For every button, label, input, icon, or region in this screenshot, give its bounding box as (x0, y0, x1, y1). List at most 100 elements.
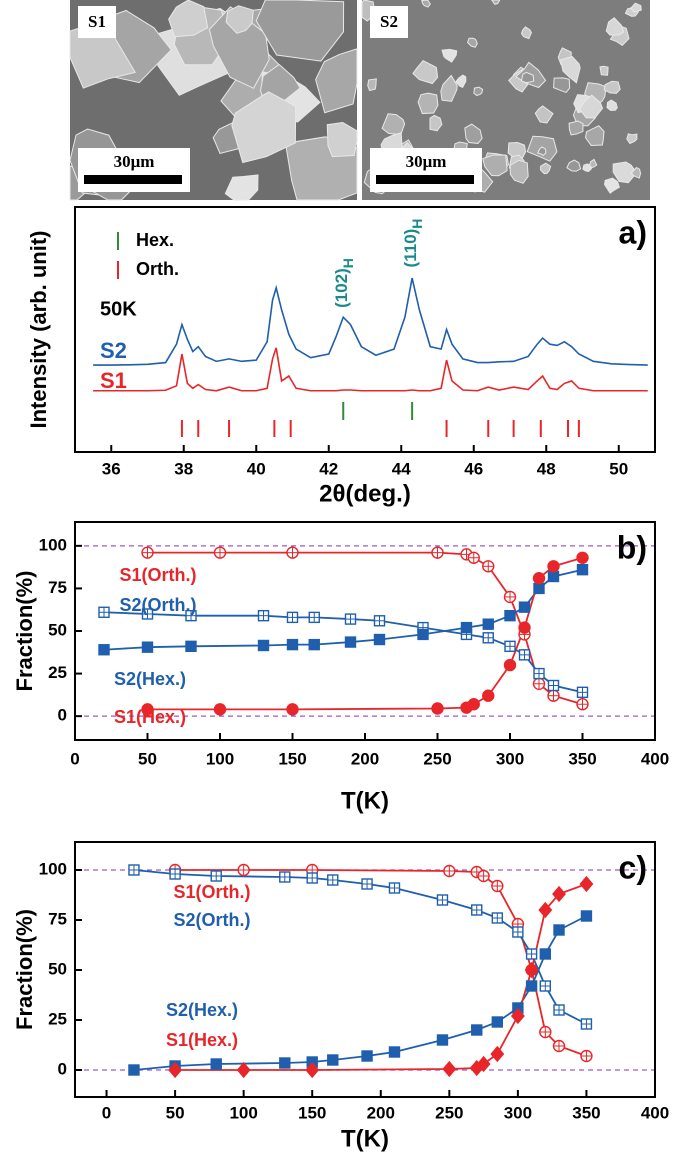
particle (553, 77, 571, 94)
marker-shape (236, 1061, 251, 1079)
marker-shape (210, 1058, 222, 1070)
marker-shape (98, 644, 110, 656)
x-tick-label: 46 (464, 459, 483, 478)
x-tick-label: 44 (392, 459, 411, 478)
series-label: S1(Orth.) (119, 565, 196, 585)
panel-label: c) (619, 849, 647, 885)
marker-shape (524, 961, 539, 979)
marker-shape (476, 1055, 491, 1073)
x-axis-label: T(K) (341, 787, 389, 814)
series-line (93, 347, 648, 392)
data-point (257, 609, 270, 622)
sem-image: S2 30μm (361, 0, 650, 200)
particle (534, 105, 554, 124)
x-tick-label: 100 (206, 749, 234, 768)
series-label: S2(Hex.) (166, 1000, 238, 1020)
particle (585, 125, 605, 146)
series-label: S1(Orth.) (173, 882, 250, 902)
x-tick-label: 200 (351, 749, 379, 768)
scale-bar (84, 175, 182, 184)
particle (606, 99, 618, 111)
particle (520, 26, 533, 40)
marker-shape (491, 1016, 504, 1028)
data-point (539, 948, 552, 960)
x-tick-label: 300 (504, 1103, 532, 1122)
x-tick-label: 150 (298, 1103, 326, 1122)
particle (473, 86, 484, 97)
data-point (525, 948, 538, 960)
data-point (576, 686, 589, 699)
y-axis-label: Fraction(%) (12, 909, 37, 1030)
marker-shape (141, 703, 154, 716)
particle (568, 120, 584, 136)
series-label: S2(Orth.) (173, 910, 250, 930)
data-point (306, 872, 318, 884)
series-line (147, 556, 583, 711)
y-tick-label: 0 (58, 706, 67, 725)
data-point (141, 608, 154, 620)
data-point (286, 638, 299, 651)
data-point (185, 609, 197, 622)
data-point (308, 611, 320, 624)
x-tick-label: 300 (496, 749, 524, 768)
data-point (580, 1018, 593, 1030)
x-tick-label: 50 (166, 1103, 185, 1122)
particle (417, 92, 439, 115)
series-line (93, 277, 648, 366)
particle (609, 25, 630, 46)
marker-shape (417, 628, 429, 641)
particle (421, 0, 431, 8)
axes-frame (74, 841, 656, 1098)
data-point (482, 560, 495, 573)
marker-shape (388, 1046, 401, 1058)
peak-label: (110)H (401, 219, 424, 268)
marker-shape (503, 658, 517, 672)
data-point (503, 590, 517, 604)
data-point (533, 582, 545, 595)
y-tick-label: 50 (48, 620, 67, 639)
marker-shape (460, 621, 473, 634)
series-line (147, 551, 583, 706)
particle (429, 114, 443, 132)
particle (315, 48, 358, 114)
data-point (327, 874, 339, 886)
panel-label: b) (617, 529, 647, 565)
data-point (580, 1049, 593, 1063)
axes-frame (74, 521, 656, 741)
x-tick-label: 36 (102, 459, 121, 478)
marker-shape (467, 698, 480, 711)
data-point (431, 546, 444, 559)
particle (566, 159, 582, 172)
marker-shape (539, 948, 552, 960)
data-point (471, 904, 483, 916)
marker-shape (327, 1054, 339, 1066)
data-point (579, 875, 594, 893)
y-tick-label: 50 (48, 959, 67, 978)
data-point (539, 1025, 552, 1039)
particle (482, 154, 508, 177)
particle (455, 74, 467, 88)
y-tick-label: 100 (39, 535, 67, 554)
marker-shape (553, 924, 565, 936)
particle (491, 0, 501, 5)
marker-shape (533, 582, 545, 595)
y-tick-label: 100 (39, 859, 67, 878)
image-label-box (370, 6, 408, 38)
data-point (504, 609, 516, 622)
series-line (103, 568, 583, 651)
y-axis-label: Intensity (arb. unit) (26, 231, 51, 429)
marker-shape (547, 560, 560, 573)
plot-area (93, 277, 648, 392)
data-point (580, 910, 593, 922)
data-point (210, 870, 222, 882)
x-tick-label: 0 (70, 749, 79, 768)
data-point (482, 689, 495, 702)
data-point (482, 618, 494, 630)
marker-shape (361, 1050, 373, 1062)
marker-shape (168, 1061, 183, 1079)
data-point (525, 980, 538, 992)
particle (630, 2, 642, 13)
data-point (344, 613, 357, 625)
x-tick-label: 40 (247, 459, 266, 478)
data-point (539, 980, 552, 992)
